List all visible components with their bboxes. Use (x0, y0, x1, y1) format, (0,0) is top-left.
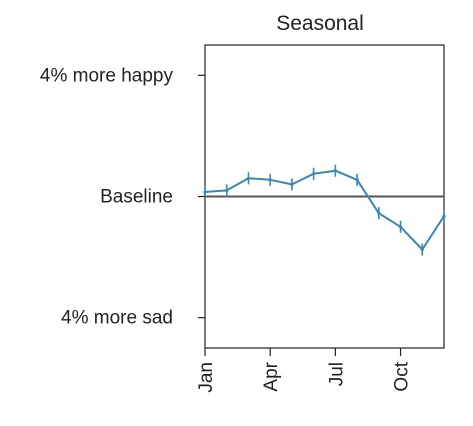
point-marker (355, 178, 359, 182)
point-marker (268, 178, 272, 182)
y-tick-label: 4% more sad (61, 308, 173, 329)
data-point (312, 167, 316, 180)
point-marker (420, 247, 424, 252)
data-point (333, 164, 337, 177)
data-point (420, 243, 424, 256)
series-line (204, 169, 445, 251)
x-tick-label: Jul (326, 362, 347, 386)
data-point (246, 172, 251, 185)
x-tick-label: Jan (196, 362, 217, 393)
point-marker (246, 176, 251, 180)
data-point (290, 178, 294, 191)
data-point (377, 207, 381, 220)
point-marker (290, 182, 294, 186)
series-layer (203, 164, 446, 256)
data-point (442, 210, 446, 223)
point-marker (398, 225, 403, 229)
data-point (225, 184, 229, 197)
point-marker (442, 214, 446, 218)
point-marker (312, 172, 316, 176)
x-tick-label: Apr (261, 361, 282, 391)
chart-title: Seasonal (276, 12, 364, 35)
y-axis-ticks: 4% more happy Baseline 4% more sad (40, 65, 205, 329)
data-point (398, 220, 403, 233)
y-tick-label: Baseline (100, 187, 173, 208)
point-marker (377, 211, 381, 215)
point-marker (225, 188, 229, 193)
data-point (268, 173, 272, 186)
point-marker (203, 190, 207, 194)
y-tick-label: 4% more happy (40, 65, 174, 86)
point-marker (333, 169, 337, 173)
x-axis-ticks: Jan Apr Jul Oct (196, 348, 413, 393)
data-point (355, 173, 359, 186)
x-tick-label: Oct (392, 361, 413, 391)
